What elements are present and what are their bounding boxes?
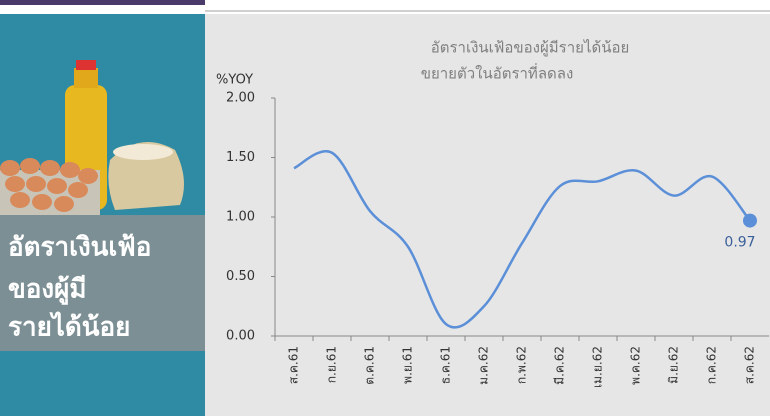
y-tick-label: 0.50	[226, 269, 255, 284]
x-tick-label: ก.พ.62	[515, 346, 529, 384]
bottle-cap	[76, 60, 96, 70]
rice-sack	[108, 142, 184, 210]
line	[293, 150, 751, 329]
x-tick-label: เม.ย.62	[591, 346, 605, 388]
chart-title: ขยายตัวในอัตราที่ลดลง	[421, 63, 574, 83]
rice	[113, 144, 173, 160]
x-tick-label: ธ.ค.61	[439, 346, 453, 384]
x-tick-label: ก.ค.62	[705, 346, 719, 384]
side-text: รายได้น้อย	[8, 311, 130, 343]
y-tick-label: 1.00	[226, 210, 255, 225]
x-tick-label: ส.ค.61	[287, 346, 301, 384]
data-label: 0.97	[724, 235, 755, 251]
y-tick-label: 1.50	[226, 150, 255, 165]
side-text: ของผู้มี	[8, 275, 86, 306]
y-axis-label: %YOY	[216, 73, 253, 88]
x-tick-label: ม.ค.62	[477, 346, 491, 385]
y-tick-label: 0.00	[226, 329, 255, 344]
chart-area	[205, 14, 770, 416]
x-tick-label: พ.ค.62	[629, 346, 643, 385]
point-marker	[743, 213, 757, 228]
x-tick-label: ต.ค.61	[363, 346, 377, 385]
x-tick-label: ส.ค.62	[743, 346, 757, 384]
bottle-neck	[74, 68, 98, 88]
top-rule	[205, 10, 770, 12]
chart-title: อัตราเงินเฟ้อของผู้มีรายได้น้อย	[431, 39, 630, 57]
text-box	[0, 215, 205, 351]
eggs	[0, 158, 98, 212]
side-text: อัตราเงินเฟ้อ	[8, 233, 151, 263]
x-tick-label: มี.ค.62	[553, 346, 567, 385]
x-tick-label: มิ.ย.62	[667, 346, 681, 384]
illustration	[0, 60, 184, 215]
top-bar	[0, 0, 205, 5]
x-tick-label: พ.ย.61	[401, 346, 415, 384]
y-tick-label: 2.00	[226, 91, 255, 106]
x-tick-label: ก.ย.61	[325, 346, 339, 383]
